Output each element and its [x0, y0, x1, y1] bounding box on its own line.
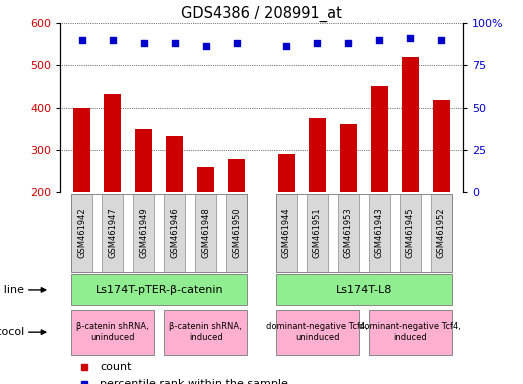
- Bar: [276, 194, 297, 272]
- Point: [109, 37, 117, 43]
- Bar: [276, 310, 359, 355]
- Bar: [73, 108, 90, 192]
- Bar: [400, 194, 420, 272]
- Text: GSM461943: GSM461943: [374, 207, 384, 258]
- Title: GDS4386 / 208991_at: GDS4386 / 208991_at: [181, 5, 342, 22]
- Bar: [133, 194, 154, 272]
- Bar: [431, 194, 451, 272]
- Bar: [72, 194, 92, 272]
- Text: Ls174T-L8: Ls174T-L8: [336, 285, 392, 295]
- Text: β-catenin shRNA,
uninduced: β-catenin shRNA, uninduced: [76, 323, 149, 342]
- Text: percentile rank within the sample: percentile rank within the sample: [100, 379, 288, 384]
- Bar: [340, 124, 357, 192]
- Point: [375, 37, 383, 43]
- Bar: [72, 310, 154, 355]
- Bar: [369, 194, 390, 272]
- Text: GSM461947: GSM461947: [108, 207, 117, 258]
- Text: GSM461942: GSM461942: [77, 207, 86, 258]
- Bar: [276, 194, 451, 272]
- Text: GSM461945: GSM461945: [406, 207, 415, 258]
- Bar: [276, 275, 451, 306]
- Bar: [166, 136, 183, 192]
- Bar: [307, 194, 327, 272]
- Bar: [104, 94, 121, 192]
- Bar: [197, 167, 214, 192]
- Text: GSM461950: GSM461950: [232, 207, 241, 258]
- Bar: [228, 159, 245, 192]
- Text: β-catenin shRNA,
induced: β-catenin shRNA, induced: [169, 323, 242, 342]
- Point: [140, 40, 148, 46]
- Text: protocol: protocol: [0, 327, 24, 337]
- Point: [77, 37, 86, 43]
- Bar: [164, 194, 185, 272]
- Point: [344, 40, 353, 46]
- Bar: [135, 129, 152, 192]
- Text: GSM461948: GSM461948: [201, 207, 210, 258]
- Point: [170, 40, 179, 46]
- Bar: [338, 194, 359, 272]
- Bar: [402, 57, 419, 192]
- Text: Ls174T-pTER-β-catenin: Ls174T-pTER-β-catenin: [96, 285, 223, 295]
- Bar: [369, 310, 451, 355]
- Bar: [72, 275, 247, 306]
- Text: cell line: cell line: [0, 285, 24, 295]
- Text: dominant-negative Tcf4,
induced: dominant-negative Tcf4, induced: [359, 323, 461, 342]
- Bar: [278, 154, 295, 192]
- Bar: [309, 118, 326, 192]
- Bar: [196, 194, 216, 272]
- Point: [233, 40, 241, 46]
- Text: GSM461951: GSM461951: [313, 207, 322, 258]
- Point: [313, 40, 322, 46]
- Bar: [433, 100, 450, 192]
- Text: GSM461944: GSM461944: [282, 207, 291, 258]
- Point: [201, 43, 210, 50]
- Text: GSM461953: GSM461953: [344, 207, 353, 258]
- Bar: [226, 194, 247, 272]
- Bar: [72, 194, 247, 272]
- Bar: [164, 310, 247, 355]
- Text: count: count: [100, 362, 132, 372]
- Text: GSM461949: GSM461949: [139, 207, 149, 258]
- Point: [437, 37, 446, 43]
- Point: [282, 43, 290, 50]
- Text: dominant-negative Tcf4,
uninduced: dominant-negative Tcf4, uninduced: [266, 323, 368, 342]
- Text: GSM461952: GSM461952: [437, 207, 446, 258]
- Point: [406, 35, 414, 41]
- Bar: [103, 194, 123, 272]
- Text: GSM461946: GSM461946: [170, 207, 179, 258]
- Bar: [371, 86, 388, 192]
